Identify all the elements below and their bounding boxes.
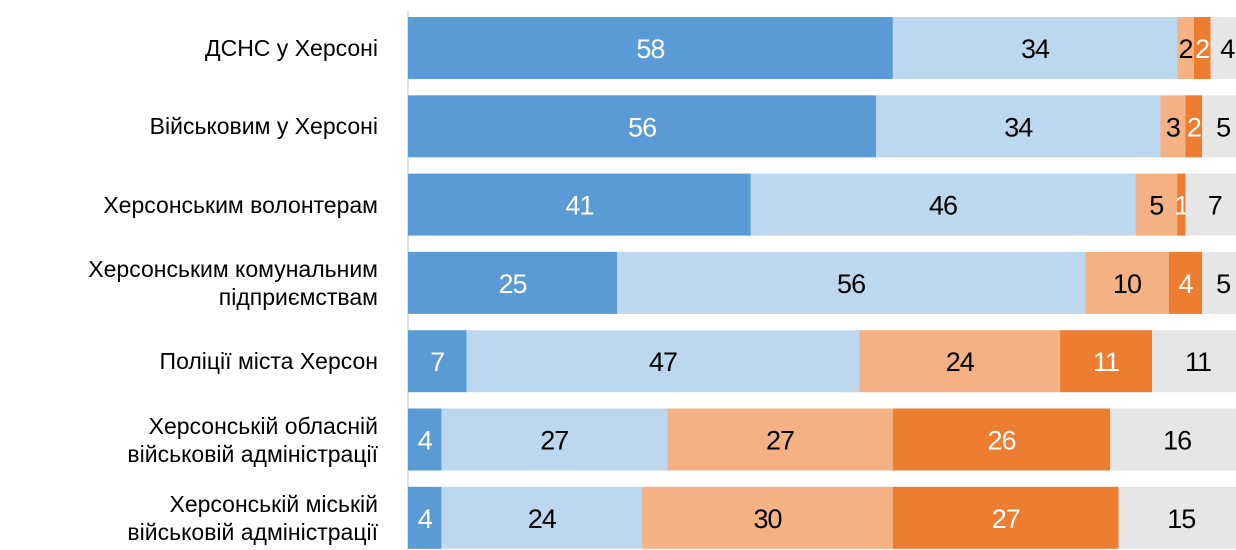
category-label: Військовим у Херсоні xyxy=(149,113,378,140)
bar-segment xyxy=(876,95,1161,158)
bar-segment xyxy=(750,173,1136,236)
bar-segment xyxy=(892,408,1111,471)
bar-segment xyxy=(1060,330,1153,393)
bar-segment xyxy=(1110,408,1236,471)
bar-segment xyxy=(1210,17,1236,79)
bar-segment xyxy=(408,173,751,236)
bar-segment xyxy=(892,486,1119,549)
bar-segment xyxy=(859,330,1061,393)
data-label: 11 xyxy=(1093,347,1119,377)
bar-segment xyxy=(408,330,467,393)
bar-segment xyxy=(441,408,668,471)
bar-segment xyxy=(1202,95,1236,158)
data-label: 7 xyxy=(1208,191,1222,221)
data-label: 41 xyxy=(565,191,593,221)
category-label: Херсонським комунальним підприємствам xyxy=(88,255,378,310)
data-label: 27 xyxy=(992,504,1020,534)
category-label: Поліції міста Херсон xyxy=(159,348,378,375)
bar-segment xyxy=(408,17,893,79)
bar-segment xyxy=(617,251,1086,314)
bar-segment xyxy=(408,408,442,471)
data-label: 4 xyxy=(418,504,433,534)
bar-segment xyxy=(408,95,877,158)
bar-segment xyxy=(1202,251,1236,314)
bar-segment xyxy=(1193,17,1211,79)
bar-segment xyxy=(1118,486,1236,549)
data-label: 10 xyxy=(1113,269,1141,299)
data-label: 56 xyxy=(628,112,656,142)
data-label: 4 xyxy=(1220,34,1235,64)
data-label: 5 xyxy=(1216,269,1230,299)
bar-segment xyxy=(1160,95,1186,158)
bar-segment xyxy=(1135,173,1178,236)
data-label: 30 xyxy=(753,504,781,534)
category-label: Херсонським волонтерам xyxy=(103,191,378,218)
bar-segment xyxy=(466,330,860,393)
data-label: 34 xyxy=(1021,34,1050,64)
bar-segment xyxy=(1185,95,1203,158)
category-label: Херсонській міській військовій адміністр… xyxy=(127,490,378,545)
data-label: 5 xyxy=(1149,191,1163,221)
data-label: 34 xyxy=(1004,112,1033,142)
data-label: 3 xyxy=(1166,112,1180,142)
bar-segment xyxy=(892,17,1178,79)
bar-segment xyxy=(667,408,893,471)
data-label: 27 xyxy=(766,426,794,456)
bar-segment xyxy=(1085,251,1169,314)
bar-segment xyxy=(1177,17,1194,79)
bar-segment xyxy=(1152,330,1236,393)
data-label: 25 xyxy=(498,269,526,299)
bar-segment xyxy=(1168,251,1203,314)
data-label: 27 xyxy=(540,426,568,456)
data-label: 24 xyxy=(528,504,557,534)
bar-segment xyxy=(1185,173,1236,236)
bar-segment xyxy=(642,486,893,549)
bar-segment xyxy=(408,251,617,314)
data-label: 15 xyxy=(1167,504,1195,534)
data-label: 4 xyxy=(418,426,433,456)
data-label: 11 xyxy=(1185,347,1211,377)
data-label: 26 xyxy=(988,426,1016,456)
data-label: 7 xyxy=(430,347,444,377)
data-label: 2 xyxy=(1178,34,1192,64)
bar-segment xyxy=(1177,173,1186,236)
data-label: 5 xyxy=(1216,112,1230,142)
data-label: 2 xyxy=(1187,112,1201,142)
data-label: 16 xyxy=(1163,426,1191,456)
category-label: ДСНС у Херсоні xyxy=(205,35,378,61)
data-label: 58 xyxy=(636,34,664,64)
data-label: 47 xyxy=(649,347,677,377)
data-label: 2 xyxy=(1195,34,1209,64)
data-label: 56 xyxy=(837,269,865,299)
category-label: Херсонській обласній військовій адмініст… xyxy=(127,412,378,467)
data-label: 46 xyxy=(929,191,957,221)
bar-segment xyxy=(441,486,643,549)
bar-segment xyxy=(408,486,442,549)
data-label: 4 xyxy=(1178,269,1193,299)
data-label: 24 xyxy=(946,347,975,377)
